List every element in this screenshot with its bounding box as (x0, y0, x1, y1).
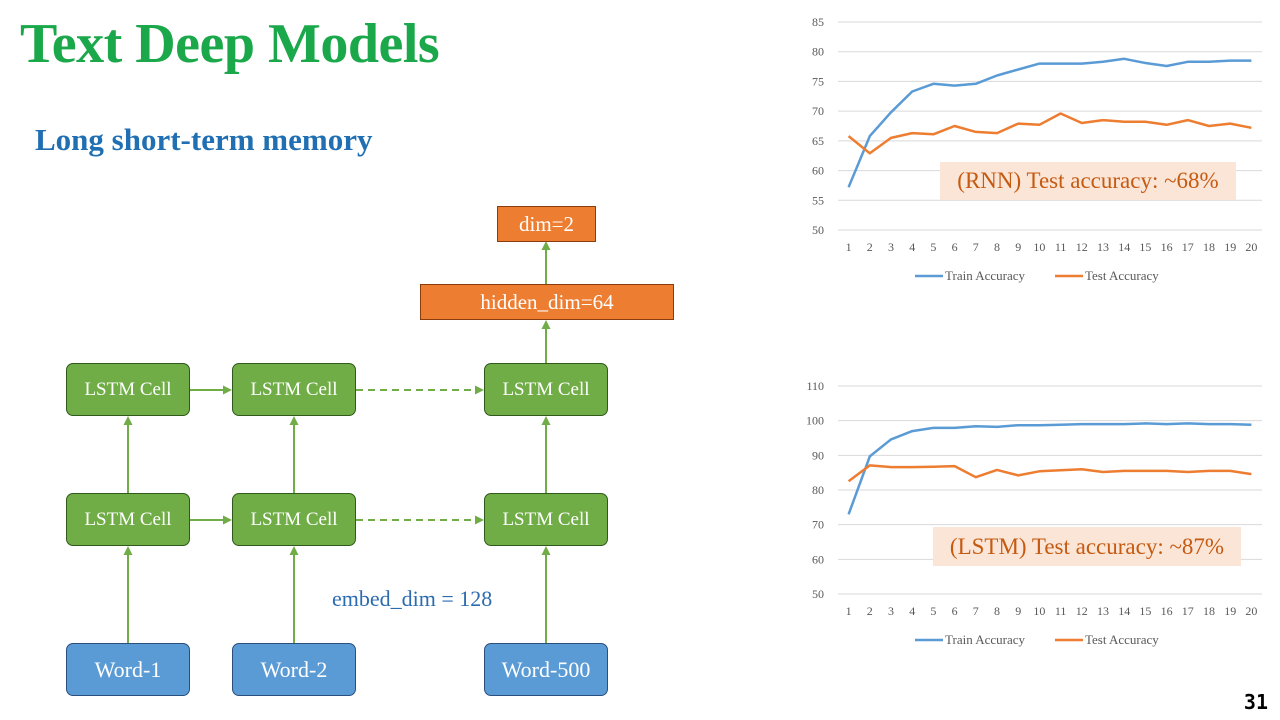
slide-title: Text Deep Models (20, 13, 440, 75)
y-tick-label: 80 (812, 483, 824, 497)
x-tick-label: 15 (1139, 240, 1151, 254)
lstm-cell-lower-1: LSTM Cell (66, 493, 190, 546)
x-tick-label: 5 (930, 604, 936, 618)
x-tick-label: 12 (1076, 604, 1088, 618)
series-line-train-accuracy (847, 57, 1252, 188)
series-line-test-accuracy (847, 464, 1252, 483)
x-tick-label: 4 (909, 240, 915, 254)
x-tick-label: 20 (1245, 604, 1257, 618)
y-tick-label: 85 (812, 15, 824, 29)
x-tick-label: 10 (1033, 240, 1045, 254)
word-box-500: Word-500 (484, 643, 608, 696)
x-tick-label: 2 (867, 240, 873, 254)
lstm-cell-upper-2: LSTM Cell (232, 363, 356, 416)
y-tick-label: 60 (812, 164, 824, 178)
x-tick-label: 16 (1161, 604, 1173, 618)
x-tick-label: 3 (888, 604, 894, 618)
x-tick-label: 16 (1161, 240, 1173, 254)
legend-label: Train Accuracy (945, 268, 1026, 283)
x-tick-label: 9 (1015, 604, 1021, 618)
x-tick-label: 11 (1055, 604, 1067, 618)
lstm-cell-lower-3: LSTM Cell (484, 493, 608, 546)
legend-label: Test Accuracy (1085, 632, 1159, 647)
y-tick-label: 80 (812, 45, 824, 59)
x-tick-label: 5 (930, 240, 936, 254)
lstm-cell-upper-1: LSTM Cell (66, 363, 190, 416)
legend-label: Test Accuracy (1085, 268, 1159, 283)
x-tick-label: 13 (1097, 240, 1109, 254)
lstm-cell-lower-2: LSTM Cell (232, 493, 356, 546)
y-tick-label: 65 (812, 134, 824, 148)
slide-subtitle: Long short-term memory (35, 122, 373, 157)
x-tick-label: 14 (1118, 604, 1130, 618)
x-tick-label: 4 (909, 604, 915, 618)
legend-label: Train Accuracy (945, 632, 1026, 647)
x-tick-label: 9 (1015, 240, 1021, 254)
y-tick-label: 75 (812, 74, 824, 88)
x-tick-label: 8 (994, 240, 1000, 254)
lstm-cell-upper-3: LSTM Cell (484, 363, 608, 416)
x-tick-label: 7 (973, 240, 979, 254)
embed-dim-label: embed_dim = 128 (332, 586, 493, 611)
x-tick-label: 1 (846, 604, 852, 618)
y-tick-label: 70 (812, 104, 824, 118)
x-tick-label: 2 (867, 604, 873, 618)
output-dim-box: dim=2 (497, 206, 596, 242)
x-tick-label: 17 (1182, 604, 1194, 618)
rnn-test-accuracy-callout: (RNN) Test accuracy: ~68% (940, 162, 1236, 200)
y-tick-label: 90 (812, 448, 824, 462)
x-tick-label: 12 (1076, 240, 1088, 254)
y-tick-label: 110 (806, 379, 824, 393)
series-line-test-accuracy (847, 112, 1252, 155)
x-tick-label: 18 (1203, 240, 1215, 254)
y-tick-label: 70 (812, 518, 824, 532)
y-tick-label: 50 (812, 223, 824, 237)
x-tick-label: 15 (1139, 604, 1151, 618)
y-tick-label: 55 (812, 193, 824, 207)
x-tick-label: 1 (846, 240, 852, 254)
x-tick-label: 19 (1224, 240, 1236, 254)
y-tick-label: 60 (812, 552, 824, 566)
x-tick-label: 14 (1118, 240, 1130, 254)
x-tick-label: 10 (1033, 604, 1045, 618)
x-tick-label: 6 (952, 604, 958, 618)
y-tick-label: 100 (806, 414, 824, 428)
x-tick-label: 13 (1097, 604, 1109, 618)
series-line-train-accuracy (847, 422, 1252, 515)
word-box-1: Word-1 (66, 643, 190, 696)
x-tick-label: 19 (1224, 604, 1236, 618)
x-tick-label: 8 (994, 604, 1000, 618)
hidden-dim-box: hidden_dim=64 (420, 284, 674, 320)
x-tick-label: 11 (1055, 240, 1067, 254)
y-tick-label: 50 (812, 587, 824, 601)
x-tick-label: 17 (1182, 240, 1194, 254)
x-tick-label: 7 (973, 604, 979, 618)
x-tick-label: 6 (952, 240, 958, 254)
page-number: 31 (1243, 690, 1268, 714)
x-tick-label: 20 (1245, 240, 1257, 254)
word-box-2: Word-2 (232, 643, 356, 696)
x-tick-label: 3 (888, 240, 894, 254)
lstm-test-accuracy-callout: (LSTM) Test accuracy: ~87% (933, 527, 1241, 566)
x-tick-label: 18 (1203, 604, 1215, 618)
